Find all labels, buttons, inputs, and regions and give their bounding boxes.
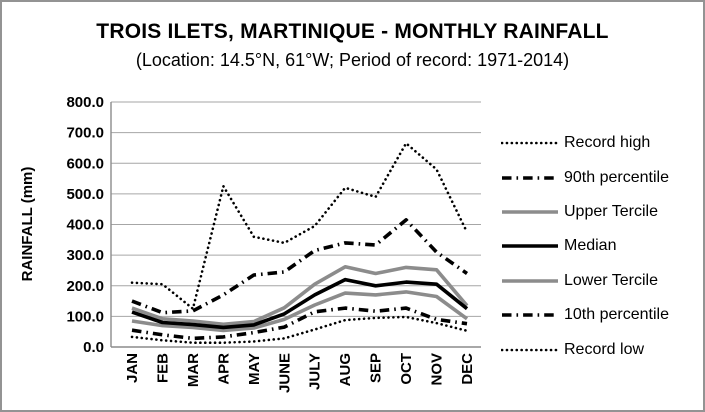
legend-item-90th-percentile: 90th percentile xyxy=(501,160,701,194)
legend-line-sample xyxy=(502,210,558,214)
legend-line-sample xyxy=(502,244,558,249)
legend-line-sample xyxy=(502,313,558,317)
x-tick-label: JAN xyxy=(124,353,141,383)
y-tick-label: 600.0 xyxy=(66,155,104,172)
legend-line-sample xyxy=(502,175,558,180)
x-tick-label: MAY xyxy=(246,353,263,385)
y-tick-label: 0.0 xyxy=(83,339,104,356)
legend-item-10th-percentile: 10th percentile xyxy=(501,298,701,332)
y-tick-label: 300.0 xyxy=(66,247,104,264)
y-tick-label: 800.0 xyxy=(66,94,104,111)
series-lower-tercile xyxy=(131,290,469,333)
x-tick-label: APR xyxy=(215,353,232,385)
legend-item-median: Median xyxy=(501,229,701,263)
y-tick-label: 100.0 xyxy=(66,308,104,325)
x-tick-label: AUG xyxy=(337,353,354,386)
legend-line-sample xyxy=(502,278,558,283)
legend-item-upper-tercile: Upper Tercile xyxy=(501,195,701,229)
legend-label: 90th percentile xyxy=(564,168,669,186)
legend-line-sample xyxy=(501,141,559,145)
y-tick-label: 200.0 xyxy=(66,278,104,295)
legend-label: Record low xyxy=(564,340,645,358)
x-tick-label: NOV xyxy=(429,353,446,386)
chart-legend: Record high 90th percentile Upper Tercile M… xyxy=(501,126,701,367)
x-tick-label: MAR xyxy=(185,353,202,387)
y-tick-label: 500.0 xyxy=(66,186,104,203)
series-10th-percentile xyxy=(131,306,468,341)
legend-label: Median xyxy=(564,237,617,255)
legend-line-sample xyxy=(501,348,559,351)
legend-label: Lower Tercile xyxy=(564,271,658,289)
series-median xyxy=(131,277,469,330)
y-axis-title: RAINFALL (mm) xyxy=(19,167,36,282)
series-record-high xyxy=(130,142,469,311)
chart-subtitle: (Location: 14.5°N, 61°W; Period of recor… xyxy=(135,50,570,70)
legend-item-record-low: Record low xyxy=(501,332,701,366)
x-tick-label: SEP xyxy=(368,353,385,383)
legend-item-lower-tercile: Lower Tercile xyxy=(501,264,701,298)
legend-label: Record high xyxy=(564,134,651,152)
x-tick-label: JULY xyxy=(307,353,324,390)
legend-label: 10th percentile xyxy=(564,306,669,324)
series-90th-percentile xyxy=(131,218,469,315)
chart-title: TROIS ILETS, MARTINIQUE - MONTHLY RAINFA… xyxy=(96,20,609,43)
x-tick-label: JUNE xyxy=(276,353,293,393)
legend-label: Upper Tercile xyxy=(564,202,658,220)
y-tick-label: 700.0 xyxy=(66,125,104,142)
x-tick-label: FEB xyxy=(154,353,171,383)
x-tick-label: DEC xyxy=(459,353,476,385)
x-tick-label: OCT xyxy=(398,353,415,385)
series-upper-tercile xyxy=(131,264,469,327)
y-tick-label: 400.0 xyxy=(66,217,104,234)
legend-item-record-high: Record high xyxy=(501,126,701,160)
